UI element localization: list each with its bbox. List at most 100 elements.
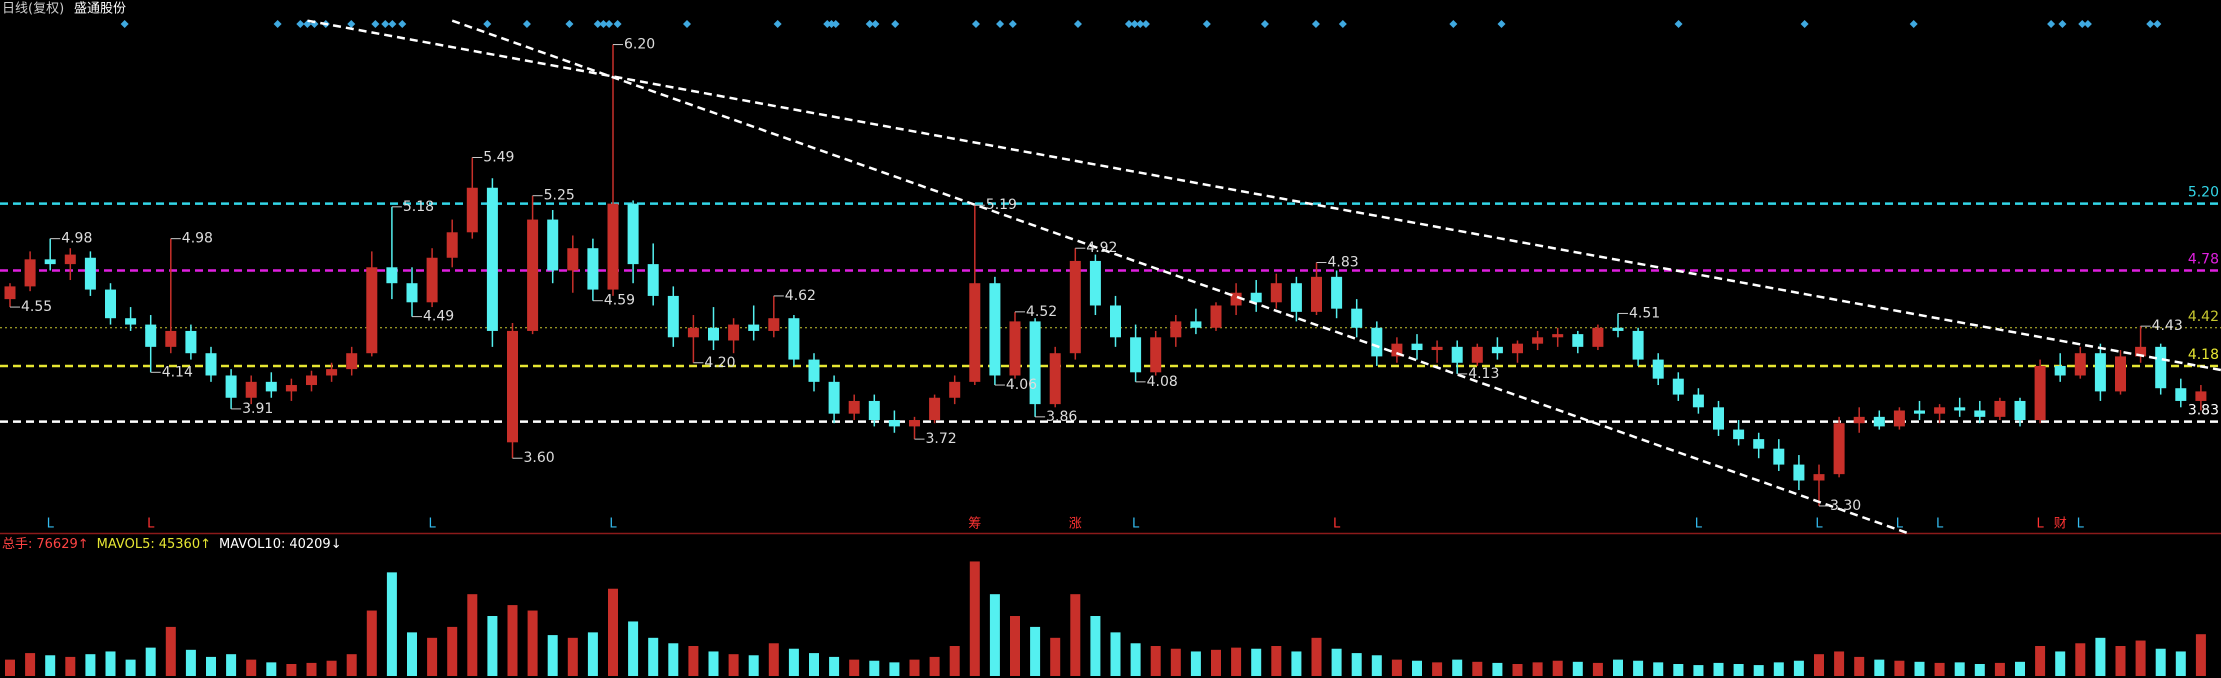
extreme-label: 4.92 (1086, 240, 1117, 256)
event-marker (2058, 20, 2067, 28)
event-marker (2153, 20, 2162, 28)
candle-body (1733, 429, 1745, 440)
volume-bar (1130, 643, 1141, 676)
event-marker (831, 20, 840, 28)
volume-bar (427, 637, 438, 676)
candle-body (2115, 356, 2126, 392)
volume-bar (969, 561, 980, 676)
volume-bar (1110, 632, 1121, 676)
volume-bar (1452, 659, 1463, 676)
candle-body (446, 232, 458, 258)
volume-bar (1231, 647, 1242, 676)
volume-bar (1512, 664, 1523, 676)
event-marker (1136, 20, 1145, 28)
level-label: 3.83 (2188, 403, 2219, 419)
volume-bar (1271, 646, 1282, 676)
signal-label: L (1333, 517, 1341, 532)
candle-body (2014, 400, 2026, 421)
candle-body (64, 254, 76, 265)
extreme-label: 3.91 (242, 401, 273, 417)
volume-bar (1532, 662, 1543, 676)
candle-body (1069, 260, 1081, 354)
trend-line (307, 19, 2221, 372)
volume-bar (2075, 643, 2086, 676)
candle-body (145, 324, 157, 347)
candle-body (1431, 346, 1443, 351)
candle-body (587, 248, 599, 290)
candle-body (105, 289, 116, 319)
volume-bar (85, 654, 96, 676)
candle-body (165, 330, 177, 347)
event-marker (273, 20, 282, 28)
candle-body (2155, 346, 2167, 389)
volume-bar (1351, 653, 1362, 676)
candle-body (1914, 410, 1925, 414)
volume-bar (467, 594, 478, 676)
extreme-label: 4.52 (1026, 304, 1057, 320)
level-label: 4.18 (2188, 347, 2219, 363)
event-marker (1497, 20, 1506, 28)
candle-body (2054, 365, 2066, 376)
extreme-label: 5.19 (986, 197, 1017, 213)
extreme-label: 5.49 (483, 150, 514, 166)
candle-body (1753, 439, 1765, 449)
signal-label: 财 (2054, 517, 2067, 532)
signal-label: L (147, 517, 155, 532)
candle-body (84, 257, 96, 290)
candle-body (1471, 346, 1483, 363)
event-marker (1449, 20, 1458, 28)
candle-body (1049, 353, 1061, 405)
signal-label: L (1896, 517, 1904, 532)
candle-body (1974, 410, 1986, 417)
candle-body (1270, 283, 1282, 303)
volume-bar (708, 651, 719, 676)
candle-body (245, 381, 257, 398)
candle-body (808, 359, 820, 382)
volume-bar (246, 659, 257, 676)
signal-label: L (1936, 517, 1944, 532)
event-marker (1338, 20, 1347, 28)
extreme-label: 4.55 (21, 299, 52, 315)
event-marker (1909, 20, 1918, 28)
extreme-label: 4.98 (182, 231, 213, 247)
event-marker (996, 20, 1005, 28)
volume-bar (226, 654, 237, 676)
volume-bar (507, 605, 518, 676)
candle-body (2175, 388, 2187, 401)
volume-bar (1773, 662, 1784, 676)
candle-body (1331, 276, 1343, 309)
volume-bar (1432, 662, 1443, 676)
event-marker (1073, 20, 1082, 28)
candle-body (1371, 327, 1383, 357)
candle-body (1853, 416, 1865, 424)
candle-body (366, 267, 378, 354)
candle-body (748, 324, 760, 331)
volume-bar (1150, 646, 1161, 676)
candle-body (1793, 464, 1805, 481)
event-marker (891, 20, 900, 28)
volume-bar (1572, 661, 1583, 676)
volume-bar (1653, 662, 1664, 676)
volume-bar (266, 662, 277, 676)
extreme-label: 4.49 (423, 309, 454, 325)
extreme-label: 4.43 (2152, 318, 2183, 334)
event-marker (2146, 20, 2155, 28)
event-marker (773, 20, 782, 28)
candle-body (527, 219, 539, 331)
event-marker (2047, 20, 2056, 28)
event-marker (371, 20, 380, 28)
volume-header: 总手: 76629↑ MAVOL5: 45360↑ MAVOL10: 40209↓ (2, 537, 342, 552)
volume-bar (1552, 660, 1563, 676)
candle-body (1532, 337, 1544, 344)
volume-bar (185, 649, 196, 676)
volume-bar (929, 656, 940, 676)
indicator-trend: ↓ (331, 537, 342, 552)
volume-value: 76629 (36, 537, 77, 552)
candle-body (1833, 423, 1845, 475)
candle-body (1391, 343, 1403, 357)
volume-bar (688, 646, 699, 676)
volume-bar (1974, 664, 1985, 676)
volume-bar (206, 656, 216, 676)
event-marker (827, 20, 836, 28)
